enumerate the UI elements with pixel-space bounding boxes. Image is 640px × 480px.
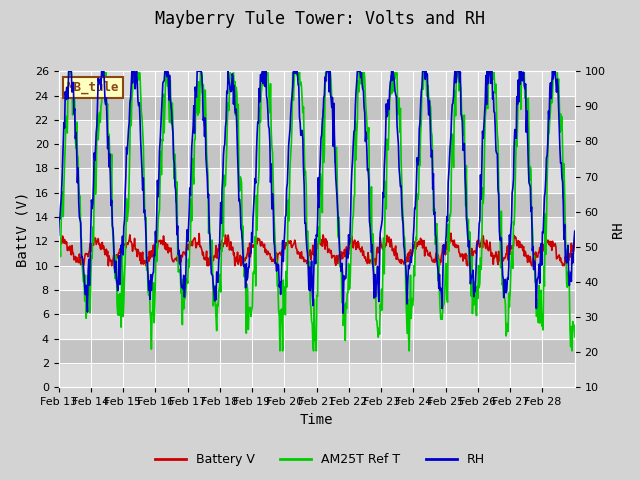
Bar [58,217,575,241]
Y-axis label: RH: RH [611,221,625,238]
Bar [58,144,575,168]
Bar [58,96,575,120]
Bar [58,266,575,290]
Bar [58,120,575,144]
Bar [58,168,575,193]
Bar [58,241,575,266]
Text: Mayberry Tule Tower: Volts and RH: Mayberry Tule Tower: Volts and RH [155,10,485,28]
Bar [58,314,575,339]
X-axis label: Time: Time [300,413,333,427]
Legend: Battery V, AM25T Ref T, RH: Battery V, AM25T Ref T, RH [150,448,490,471]
Bar [58,363,575,387]
Bar [58,193,575,217]
Bar [58,71,575,96]
Bar [58,290,575,314]
Bar [58,339,575,363]
Y-axis label: BattV (V): BattV (V) [15,192,29,267]
Text: MB_tule: MB_tule [67,81,119,94]
